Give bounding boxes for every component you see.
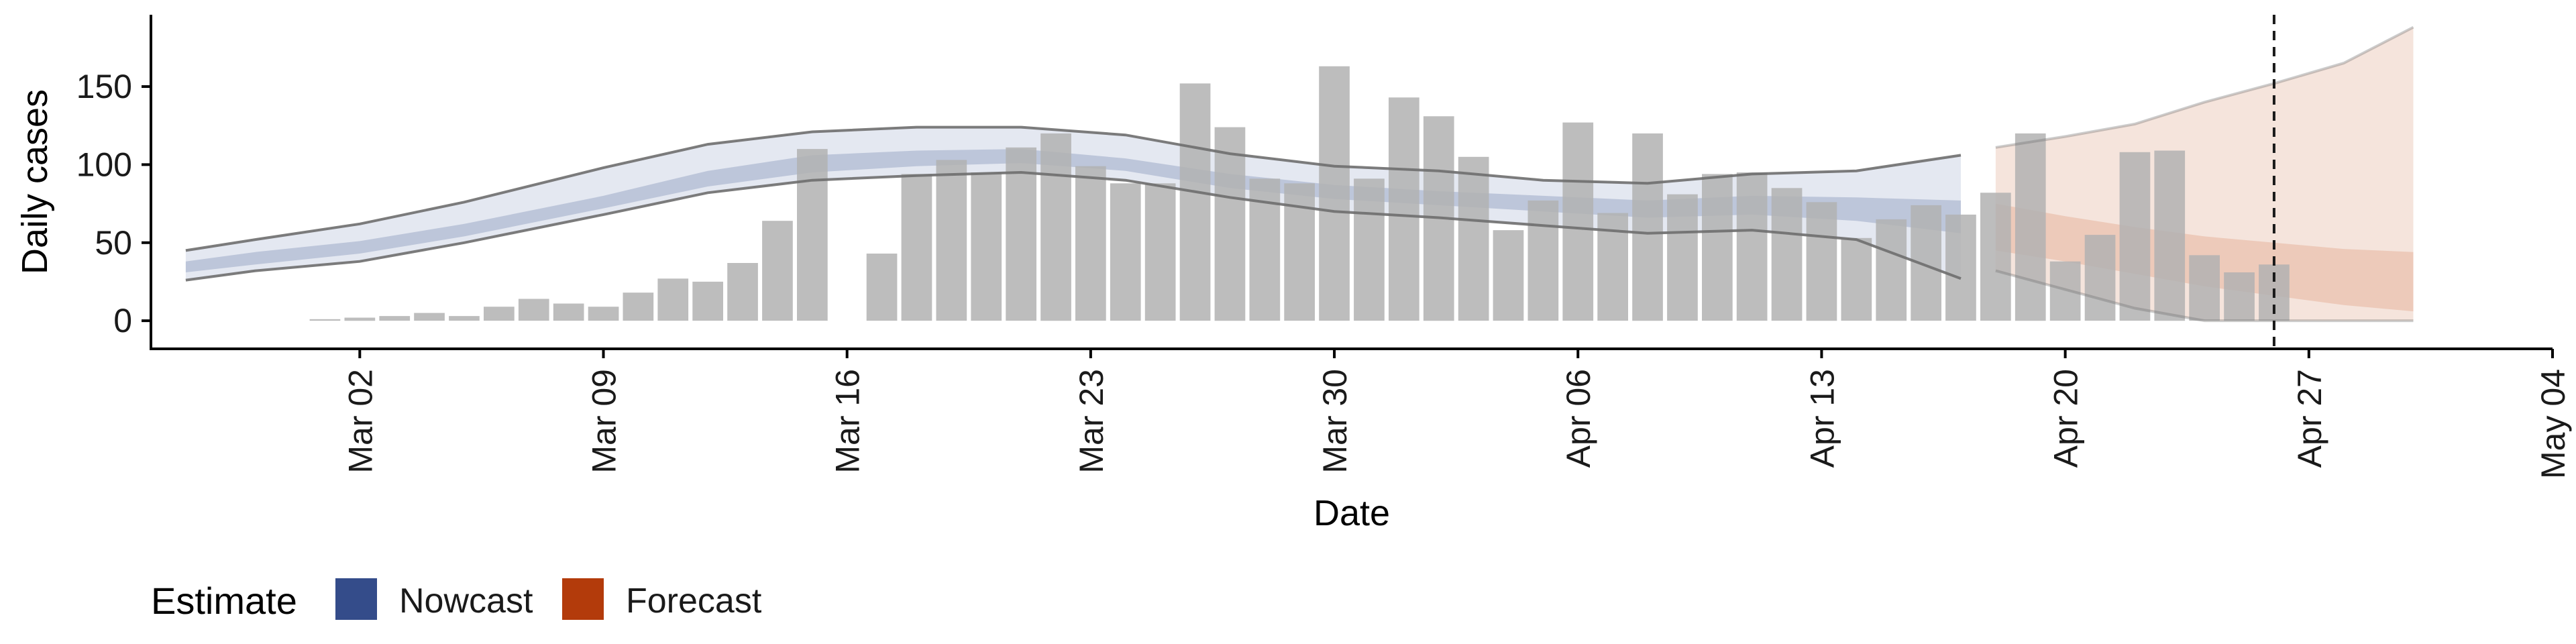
case-bar: [344, 317, 376, 321]
case-bar: [1702, 174, 1733, 321]
legend-title: Estimate: [151, 580, 297, 622]
case-bar: [1458, 156, 1489, 321]
case-bar: [518, 299, 549, 321]
legend: Estimate Nowcast Forecast: [151, 578, 762, 622]
y-tick-label: 0: [113, 302, 132, 339]
case-bar: [1214, 127, 1246, 321]
nowcast-lower-line: [185, 170, 1962, 282]
x-tick-label: Apr 06: [1560, 369, 1597, 468]
x-tick-label: Mar 16: [829, 369, 867, 474]
band-edge-lines: [185, 25, 2414, 323]
case-bar: [1354, 178, 1385, 321]
axes: [150, 15, 2553, 350]
case-bar: [2015, 133, 2046, 321]
case-bar: [762, 221, 793, 321]
case-bar: [1006, 147, 1036, 321]
nowcast-upper-line: [185, 125, 1962, 252]
case-bar: [2224, 272, 2255, 321]
case-bar: [1945, 214, 1976, 321]
x-tick-label: Mar 30: [1316, 369, 1354, 474]
case-bar: [1389, 97, 1419, 321]
case-bar: [1562, 122, 1594, 321]
y-tick-label: 50: [95, 224, 132, 262]
forecast-legend-swatch: [562, 578, 604, 620]
case-bar: [2154, 150, 2186, 321]
case-bar: [484, 307, 515, 321]
case-bar: [1144, 183, 1176, 321]
case-bar: [1179, 83, 1211, 321]
x-tick-label: Mar 09: [585, 369, 623, 474]
case-bar: [1527, 200, 1559, 321]
case-bar: [1980, 193, 2011, 321]
x-tick-label: Apr 27: [2291, 369, 2328, 468]
case-bar: [449, 316, 480, 321]
case-bar: [553, 303, 584, 321]
case-bar: [588, 307, 619, 321]
y-axis-title: Daily cases: [15, 89, 55, 274]
x-tick-label: Apr 13: [1803, 369, 1841, 468]
forecast-legend-label: Forecast: [626, 582, 762, 621]
case-bar: [309, 319, 341, 321]
case-bar: [727, 263, 758, 321]
forecast-lower-line: [1995, 269, 2414, 323]
case-bar: [1632, 133, 1663, 321]
case-bar: [936, 160, 967, 321]
case-bar: [414, 313, 445, 321]
case-bar: [1040, 133, 1071, 321]
daily-case-bars: [309, 66, 2290, 321]
x-axis-title: Date: [1313, 493, 1390, 533]
nowcast-outer-band: [185, 127, 1962, 280]
case-bar: [2119, 152, 2151, 321]
case-bar: [1667, 194, 1698, 321]
case-bar: [866, 254, 898, 321]
case-bar: [1806, 202, 1837, 321]
nowcast-inner-band: [185, 149, 1962, 272]
nowcast-legend-swatch: [335, 578, 377, 620]
case-bar: [1736, 172, 1768, 321]
case-bar: [2049, 261, 2081, 321]
case-bar: [1110, 183, 1141, 321]
case-bar: [1493, 230, 1524, 321]
case-bar: [2189, 255, 2220, 321]
case-bar: [1075, 166, 1106, 321]
case-bar: [1771, 188, 1803, 321]
x-tick-label: May 04: [2534, 369, 2572, 479]
case-bar: [971, 172, 1002, 321]
case-bar: [1841, 237, 1872, 321]
forecast-upper-line: [1995, 25, 2414, 149]
y-tick-label: 150: [76, 68, 132, 105]
case-bar: [901, 174, 932, 321]
case-bar: [692, 281, 723, 321]
y-tick-label: 100: [76, 146, 132, 183]
y-axis-ticks: 0 50 100 150: [76, 68, 151, 339]
nowcast-legend-label: Nowcast: [399, 582, 533, 621]
x-tick-label: Apr 20: [2047, 369, 2085, 468]
case-bar: [1284, 183, 1315, 321]
case-bar: [657, 278, 689, 321]
case-bar: [797, 149, 828, 321]
case-bar: [1319, 66, 1350, 321]
case-bar: [379, 316, 411, 321]
x-axis-ticks: Mar 02 Mar 09 Mar 16 Mar 23 Mar 30 Apr 06 Apr …: [341, 349, 2572, 479]
case-bar: [2084, 235, 2116, 321]
case-bar: [623, 292, 654, 321]
case-bar: [1876, 219, 1907, 321]
x-tick-label: Mar 02: [341, 369, 379, 474]
x-tick-label: Mar 23: [1073, 369, 1110, 474]
